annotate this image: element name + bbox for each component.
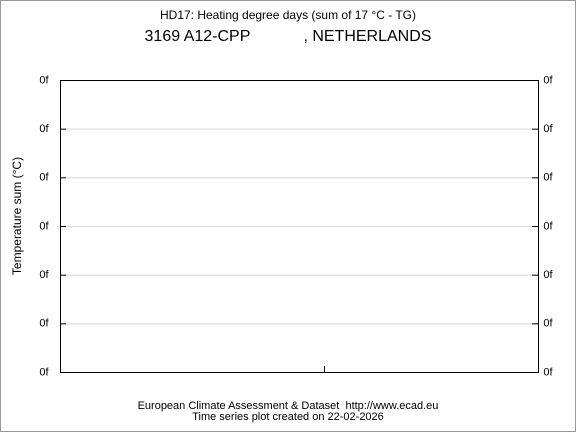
y-tick-label: 0f bbox=[39, 366, 49, 378]
y-axis-label: Temperature sum (°C) bbox=[10, 157, 24, 275]
footer-line: European Climate Assessment & Dataset ht… bbox=[138, 400, 439, 412]
y2-tick-label: 0f bbox=[543, 318, 553, 330]
y-tick-label: 0f bbox=[39, 318, 49, 330]
y-tick-label: 0f bbox=[39, 74, 49, 86]
y-tick-label: 0f bbox=[39, 172, 49, 184]
grid bbox=[60, 128, 538, 325]
y-tick-label: 0f bbox=[39, 269, 49, 281]
chart-title: HD17: Heating degree days (sum of 17 °C … bbox=[160, 8, 416, 22]
chart-subtitle: 3169 A12-CPP , NETHERLANDS bbox=[145, 28, 432, 45]
footer-line: Time series plot created on 22-02-2026 bbox=[192, 411, 384, 423]
y2-tick-label: 0f bbox=[543, 172, 553, 184]
y2-tick-label: 0f bbox=[543, 366, 553, 378]
y-tick-label: 0f bbox=[39, 123, 49, 135]
y2-tick-label: 0f bbox=[543, 269, 553, 281]
y2-tick-label: 0f bbox=[543, 74, 553, 86]
y2-tick-label: 0f bbox=[543, 123, 553, 135]
y2-tick-label: 0f bbox=[543, 220, 553, 232]
y-tick-label: 0f bbox=[39, 220, 49, 232]
